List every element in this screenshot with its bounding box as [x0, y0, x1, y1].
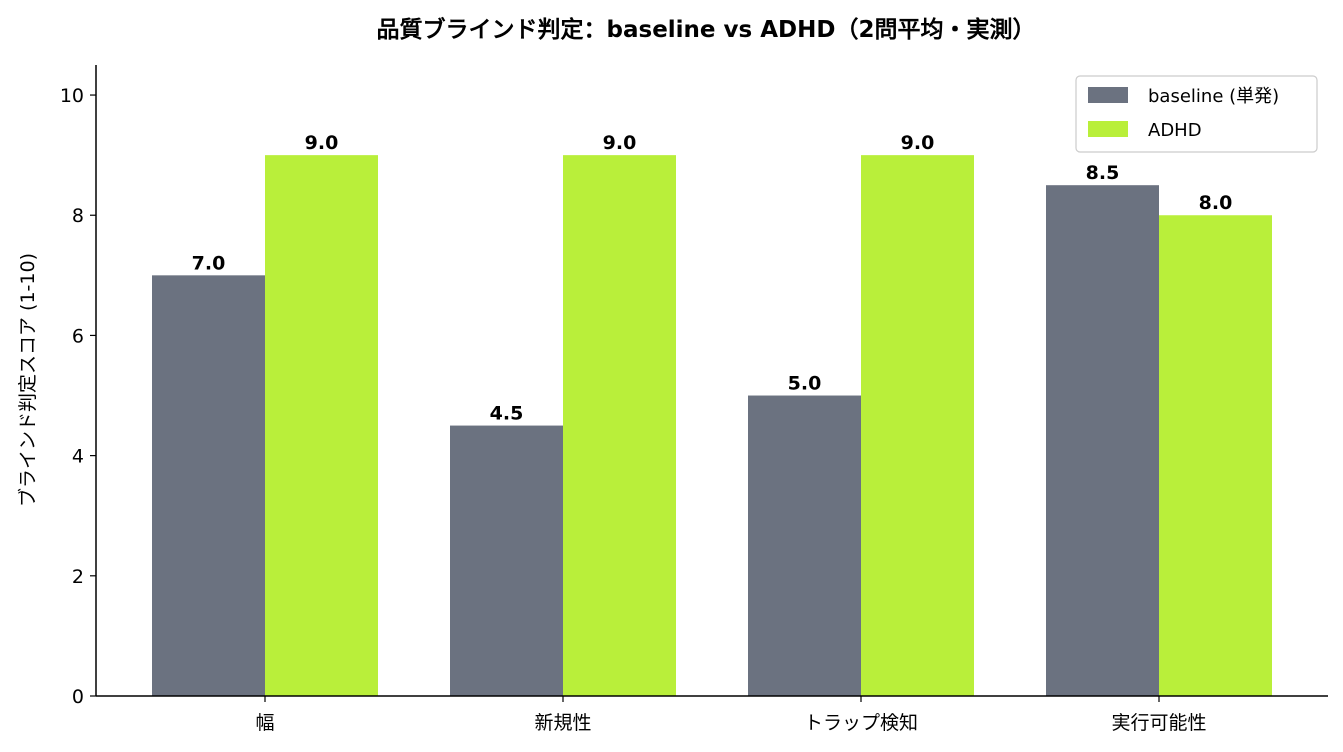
bar-labels-group: 7.0 4.5 5.0 8.5 9.0 9.0 9.0 8.0 [192, 132, 1233, 424]
bar-adhd-0 [265, 155, 378, 697]
legend-label-baseline: baseline (単発) [1148, 86, 1279, 107]
legend-swatch-adhd [1088, 121, 1128, 137]
bar-adhd-1 [563, 155, 676, 697]
legend: baseline (単発) ADHD [1075, 75, 1318, 153]
bar-baseline-0 [152, 275, 265, 696]
legend-box [1075, 75, 1318, 153]
x-tick-label: 幅 [255, 712, 274, 734]
bar-adhd-3 [1159, 215, 1272, 696]
axes-group: 0 2 4 6 8 10 幅 新規性 トラップ検知 実行可能性 [60, 65, 1328, 734]
y-tick-label: 0 [72, 686, 84, 708]
bar-baseline-2 [748, 395, 861, 696]
y-tick-label: 10 [60, 85, 84, 107]
bar-value-label: 9.0 [603, 132, 637, 154]
bar-value-label: 5.0 [788, 373, 822, 395]
bar-adhd-2 [861, 155, 974, 697]
y-tick-label: 4 [72, 446, 84, 468]
legend-swatch-baseline [1088, 87, 1128, 103]
bar-value-label: 8.0 [1199, 192, 1233, 214]
y-tick-label: 2 [72, 566, 84, 588]
legend-label-adhd: ADHD [1148, 120, 1202, 141]
bar-baseline-3 [1046, 185, 1159, 696]
x-tick-label: トラップ検知 [804, 712, 918, 734]
x-tick-label: 実行可能性 [1111, 712, 1206, 734]
bar-value-label: 8.5 [1086, 162, 1120, 184]
x-tick-label: 新規性 [534, 712, 591, 734]
bar-value-label: 4.5 [490, 403, 524, 425]
bar-value-label: 7.0 [192, 252, 226, 274]
bar-baseline-1 [450, 425, 563, 696]
y-axis-label: ブラインド判定スコア (1-10) [16, 253, 39, 507]
y-tick-label: 6 [72, 325, 84, 347]
bar-value-label: 9.0 [305, 132, 339, 154]
chart-title: 品質ブラインド判定：baseline vs ADHD（2問平均・実測） [377, 16, 1036, 43]
bar-value-label: 9.0 [901, 132, 935, 154]
bars-group [152, 155, 1272, 697]
y-tick-label: 8 [72, 205, 84, 227]
